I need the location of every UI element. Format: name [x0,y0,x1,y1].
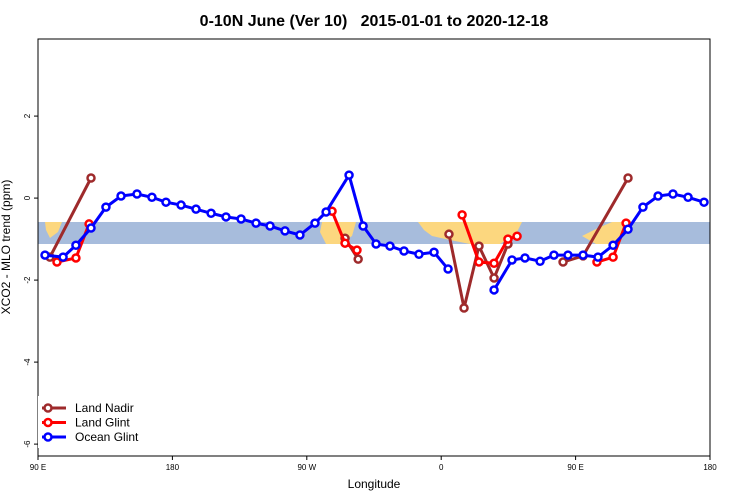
point [503,234,513,244]
point [321,207,331,217]
point [371,239,381,249]
point [399,246,409,256]
point [352,245,362,255]
point [558,257,568,267]
point [489,285,499,295]
y-tick-label: 0 [23,195,32,200]
point [221,212,231,222]
point [668,189,678,199]
y-tick-label: -2 [23,276,32,284]
point [563,250,573,260]
point [71,253,81,263]
point [474,257,484,267]
chart-title: 0-10N June (Ver 10) 2015-01-01 to 2020-1… [200,13,549,30]
x-tick-label: 90 E [30,463,46,472]
y-tick-label: -4 [23,358,32,366]
point [86,223,96,233]
point [358,221,368,231]
point [116,191,126,201]
point [457,210,467,220]
point [236,214,246,224]
point [353,254,363,264]
point [280,226,290,236]
point [683,192,693,203]
point [608,252,618,262]
legend-marker [43,417,53,428]
point [512,231,522,241]
point [176,200,186,210]
point [578,250,588,260]
ocean-band [38,222,710,244]
legend-marker [43,403,53,413]
point [489,258,499,269]
point [385,241,395,251]
point [535,256,545,266]
legend-label: Ocean Glint [75,430,139,444]
point [295,230,305,240]
point [101,202,111,212]
x-tick-label: 90 E [567,463,583,472]
point [132,189,142,199]
point [86,173,96,183]
point [251,218,261,228]
point [52,257,62,267]
x-tick-label: 0 [439,463,444,472]
point [344,170,354,180]
point [593,252,603,262]
y-axis-label: XCO2 - MLO trend (ppm) [0,180,13,315]
point [147,192,157,203]
point [623,224,633,235]
legend-label: Land Glint [75,416,130,430]
point [40,250,50,260]
point [520,253,530,263]
point [444,229,454,239]
point [489,273,499,283]
legend-marker [43,432,53,442]
point [443,264,453,274]
point [265,221,275,231]
point [638,202,648,212]
y-tick-label: 2 [23,113,32,118]
point [161,197,171,207]
point [474,241,484,251]
point [623,173,633,183]
point [340,238,350,248]
x-tick-label: 90 W [297,463,316,472]
point [549,250,559,260]
point [653,191,663,201]
plot-frame [37,38,711,457]
point [507,255,517,265]
legend-label: Land Nadir [75,401,134,415]
point [699,197,709,207]
point [310,218,320,228]
point [206,208,216,219]
point [459,303,469,313]
x-tick-label: 180 [703,463,717,472]
point [608,240,618,250]
x-tick-label: 180 [166,463,180,472]
x-axis-label: Longitude [348,477,401,491]
point [71,240,81,250]
point [58,252,68,262]
point [414,249,424,260]
point [191,204,201,214]
y-tick-label: -6 [23,440,32,448]
point [429,247,439,257]
